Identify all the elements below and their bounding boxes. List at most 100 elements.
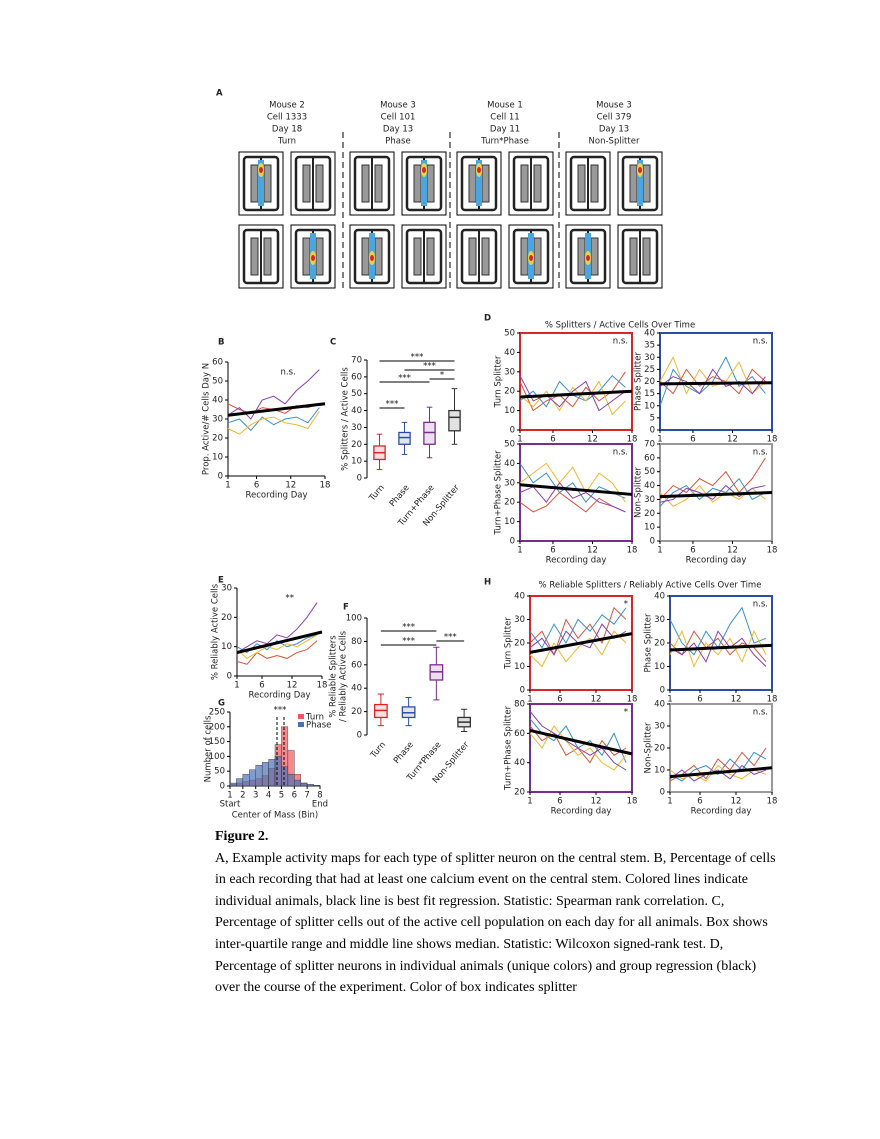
maze-wall: [481, 237, 490, 276]
map-header: Mouse 2: [269, 101, 305, 111]
y-axis-label: Turn+Phase Splitter: [504, 705, 514, 791]
series-line: [669, 764, 767, 782]
y-tick-label: 0: [510, 537, 515, 547]
category-label: Turn: [367, 483, 387, 504]
x-tick-label: 18: [767, 546, 778, 556]
x-axis-label: Recording Day: [249, 691, 311, 701]
maze-wall: [642, 237, 651, 276]
y-tick-label: 40: [644, 481, 655, 491]
y-axis-label: Phase Splitter: [644, 613, 654, 672]
series-line: [519, 491, 626, 513]
panel-label: B: [218, 338, 224, 348]
maze-wall: [374, 237, 383, 276]
sig-label: *: [440, 371, 444, 381]
y-tick-label: 20: [351, 440, 362, 450]
x-tick-label: 12: [731, 797, 742, 807]
y-tick-label: 30: [644, 495, 655, 505]
y-tick-label: 30: [654, 722, 665, 732]
x-tick-label: 4: [266, 791, 271, 801]
hist-bar: [255, 765, 263, 787]
y-axis-label: / Reliably Active Cells: [339, 630, 349, 722]
y-tick-label: 10: [504, 406, 515, 416]
y-tick-label: 0: [227, 672, 232, 682]
map-header: Day 11: [490, 125, 520, 135]
category-label: Phase: [388, 483, 412, 509]
y-tick-label: 30: [212, 415, 223, 425]
series-line: [669, 764, 767, 782]
maze-wall: [374, 164, 383, 203]
y-tick-label: 20: [654, 744, 665, 754]
y-tick-label: 50: [504, 440, 515, 450]
heatmap: [638, 167, 642, 173]
x-tick-label: 12: [587, 435, 598, 445]
x-tick-label: 6: [550, 546, 555, 556]
sig-label: ***: [398, 374, 411, 384]
maze-wall: [302, 164, 311, 203]
box: [423, 421, 436, 445]
x-tick-label: 1: [657, 546, 662, 556]
maze-wall: [577, 164, 586, 203]
maze-wall: [250, 164, 259, 203]
x-tick-label: 18: [767, 797, 778, 807]
y-tick-label: 70: [644, 440, 655, 450]
x-tick-label: 1: [225, 481, 230, 491]
maze-wall: [629, 164, 638, 203]
x-tick-label: 6: [697, 797, 702, 807]
maze-wall: [250, 237, 259, 276]
y-tick-label: 40: [514, 758, 525, 768]
maze-wall: [533, 164, 542, 203]
y-axis-label: % Reliable Splitters: [329, 635, 339, 718]
series-line: [659, 368, 766, 395]
x-tick-label: 1: [527, 695, 532, 705]
hist-bar: [261, 762, 269, 787]
maze-wall: [361, 164, 370, 203]
x-start-label: Start: [220, 800, 241, 810]
y-tick-label: 60: [351, 660, 362, 670]
fit-line: [529, 632, 633, 654]
map-header: Non-Splitter: [589, 137, 640, 147]
fit-line: [659, 381, 773, 386]
panel-label: C: [330, 338, 336, 348]
annotation: *: [624, 708, 628, 718]
maze-wall: [426, 237, 435, 276]
hist-bar: [274, 756, 282, 787]
panel-label: G: [218, 699, 225, 709]
y-tick-label: 40: [212, 396, 223, 406]
series-line: [529, 725, 627, 771]
maze-wall: [302, 237, 311, 276]
y-tick-label: 25: [644, 365, 655, 375]
y-axis-label: Turn Splitter: [504, 617, 514, 670]
series-line: [519, 481, 626, 513]
y-axis-label: % Splitters / Active Cells: [341, 367, 351, 471]
y-tick-label: 10: [351, 457, 362, 467]
maze-wall: [413, 164, 422, 203]
series-line: [529, 607, 627, 649]
series-line: [227, 411, 320, 435]
y-tick-label: 40: [504, 348, 515, 358]
y-tick-label: 10: [644, 401, 655, 411]
y-tick-label: 0: [510, 426, 515, 436]
y-tick-label: 30: [504, 367, 515, 377]
x-tick-label: 18: [627, 797, 638, 807]
category-label: Turn: [368, 740, 388, 761]
hist-bar: [313, 785, 321, 787]
hist-bar: [294, 779, 301, 787]
map-header: Cell 11: [490, 113, 519, 123]
series-line: [236, 634, 318, 660]
map-header: Cell 101: [381, 113, 416, 123]
y-tick-label: 20: [644, 377, 655, 387]
y-tick-label: 30: [644, 353, 655, 363]
x-tick-label: 6: [550, 435, 555, 445]
hist-bar: [268, 759, 276, 787]
series-line: [519, 380, 626, 416]
y-tick-label: 0: [218, 472, 223, 482]
x-axis-label: Recording Day: [246, 491, 308, 501]
panel-label: H: [484, 578, 491, 588]
annotation: *: [624, 600, 628, 610]
x-axis-label: Recording day: [551, 807, 612, 817]
x-tick-label: 6: [254, 481, 259, 491]
maze-wall: [263, 237, 272, 276]
frame: [529, 703, 633, 793]
y-tick-label: 30: [221, 584, 232, 594]
